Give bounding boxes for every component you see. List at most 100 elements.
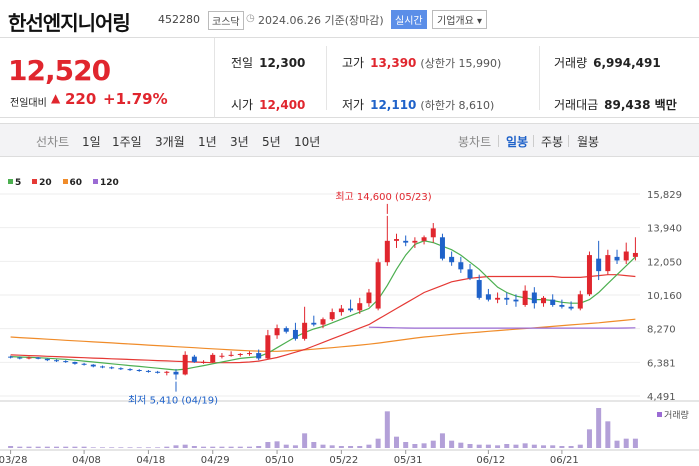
candle-body: [311, 322, 317, 325]
candle-body: [63, 361, 69, 363]
volume-bar: [412, 444, 418, 448]
candle-body: [421, 237, 427, 241]
candle-body: [394, 239, 400, 241]
volume-bar: [476, 444, 482, 448]
candle-body: [17, 357, 23, 359]
stat-prev: 전일 12,300: [231, 56, 306, 70]
candle-body: [605, 255, 611, 272]
volume-bar: [90, 447, 96, 448]
tab-monthly[interactable]: 월봉: [577, 135, 600, 149]
candle-body: [228, 354, 234, 356]
volume-bar: [596, 408, 602, 448]
change-label: 전일대비: [10, 98, 47, 109]
y-tick-label: 8,270: [647, 325, 676, 336]
stat-high: 고가 13,390 (상한가 15,990): [342, 56, 502, 70]
x-tick-label: 06/21: [550, 455, 579, 466]
high-annotation: 최고 14,600 (05/23): [335, 191, 431, 203]
volume-bar: [81, 446, 87, 448]
legend-ma60: 60: [62, 178, 82, 188]
volume-bar: [541, 445, 547, 448]
legend-ma20: 20: [32, 178, 52, 188]
volume-bar: [632, 438, 638, 448]
tab-5years[interactable]: 5년: [262, 135, 281, 149]
low-annotation: 최저 5,410 (04/19): [128, 395, 218, 407]
volume-bar: [219, 446, 225, 448]
volume-bar: [17, 446, 23, 448]
y-tick-label: 15,829: [647, 190, 682, 201]
volume-bar: [568, 446, 574, 448]
volume-bar: [394, 436, 400, 448]
candle-body: [283, 328, 289, 332]
tab-line-chart[interactable]: 선차트: [36, 135, 70, 149]
stat-volume: 거래량 6,994,491: [554, 56, 661, 70]
ma-line: [368, 326, 636, 329]
volume-bar: [513, 444, 519, 448]
candle-body: [201, 361, 207, 363]
candle-body: [44, 358, 50, 361]
tab-weekly[interactable]: 주봉: [541, 135, 564, 149]
candle-body: [145, 370, 151, 372]
volume-bar: [329, 445, 335, 448]
candle-body: [329, 312, 335, 320]
candle-body: [495, 297, 501, 300]
candle-body: [596, 258, 602, 272]
y-tick-label: 13,940: [647, 224, 682, 235]
candle-body: [623, 251, 629, 261]
candle-body: [173, 371, 179, 375]
x-tick-label: 04/29: [201, 455, 230, 466]
volume-bar: [164, 446, 170, 448]
candle-body: [219, 355, 225, 357]
stock-name: 한선엔지니어링: [8, 11, 131, 35]
candle-body: [256, 353, 262, 359]
candle-body: [136, 370, 142, 372]
volume-bar: [127, 447, 133, 448]
tab-3months[interactable]: 3개월: [155, 135, 185, 149]
candle-body: [467, 269, 473, 279]
tab-candle-chart[interactable]: 봉차트: [458, 135, 492, 149]
volume-bar: [311, 442, 317, 448]
candle-body: [541, 297, 547, 304]
ma-line: [10, 274, 636, 364]
volume-bar: [439, 433, 445, 448]
legend-ma120: 120: [92, 178, 119, 188]
volume-bar: [495, 445, 501, 448]
volume-bar: [320, 444, 326, 448]
x-tick-label: 05/31: [394, 455, 423, 466]
candle-body: [265, 335, 271, 359]
tab-3years[interactable]: 3년: [230, 135, 249, 149]
candle-body: [531, 292, 537, 304]
tab-1day[interactable]: 1일: [82, 135, 101, 149]
tab-10years[interactable]: 10년: [294, 135, 321, 149]
candle-body: [54, 360, 60, 362]
volume-bar: [228, 446, 234, 448]
x-tick-label: 04/18: [136, 455, 165, 466]
volume-bar: [283, 444, 289, 448]
legend-ma5: 5: [8, 178, 21, 188]
candle-body: [90, 364, 96, 367]
candle-body: [72, 361, 78, 364]
volume-bar: [366, 444, 372, 448]
tab-daily[interactable]: 일봉: [506, 135, 529, 149]
candle-body: [403, 240, 409, 243]
candle-body: [586, 255, 592, 295]
volume-bar: [191, 446, 197, 448]
tab-1year[interactable]: 1년: [198, 135, 217, 149]
candle-body: [246, 353, 252, 355]
volume-bar: [485, 444, 491, 448]
company-info-dropdown[interactable]: 기업개요 ▾: [432, 10, 487, 29]
price-change: 220: [65, 90, 97, 108]
volume-bar: [458, 442, 464, 448]
volume-bar: [210, 446, 216, 448]
volume-bar: [550, 445, 556, 448]
volume-bar: [274, 441, 280, 448]
candle-body: [568, 306, 574, 309]
x-tick-label: 05/10: [265, 455, 294, 466]
candle-body: [458, 262, 464, 270]
candle-body: [292, 329, 298, 339]
candle-body: [155, 371, 161, 373]
candle-body: [8, 356, 14, 358]
candlestick-chart[interactable]: 15,829 13,940 12,050 10,160 8,270 6,381 4,491 최…: [0, 186, 699, 466]
tab-1week[interactable]: 1주일: [112, 135, 142, 149]
candle-body: [412, 240, 418, 243]
realtime-button[interactable]: 실시간: [391, 10, 427, 29]
